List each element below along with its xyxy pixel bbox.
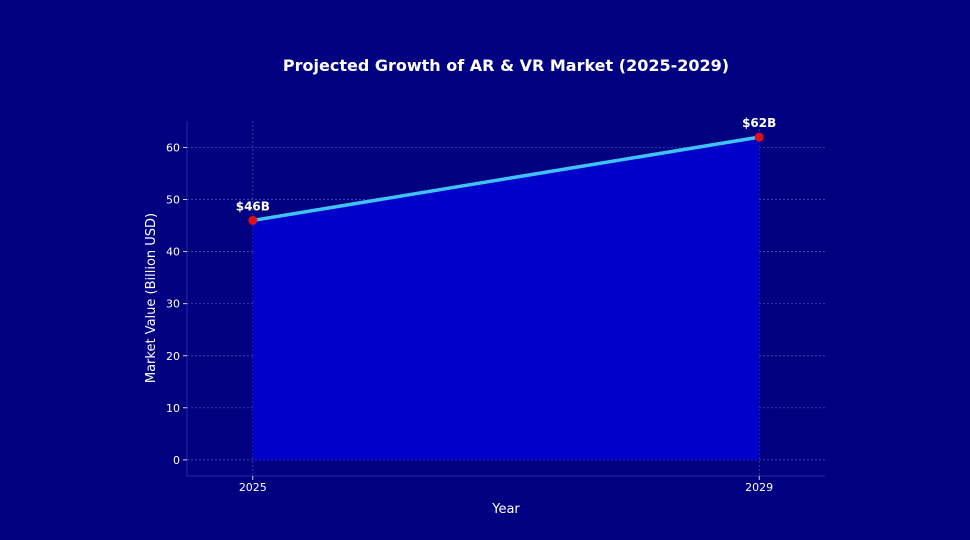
x-axis-label: Year [491,502,520,517]
y-tick-label-3: 30 [166,298,180,311]
data-point-0 [248,215,258,225]
y-axis-label: Market Value (Billion USD) [144,213,159,383]
y-tick-label-4: 40 [166,246,180,259]
x-tick-label-1: 2029 [745,481,773,494]
data-label-1: $62B [742,116,776,130]
x-tick-label-0: 2025 [239,481,267,494]
data-label-0: $46B [236,199,270,213]
y-tick-label-5: 50 [166,194,180,207]
y-tick-label-1: 10 [166,402,180,415]
area-fill [252,137,760,460]
series-line [251,135,761,223]
y-tick-label-6: 60 [166,142,180,155]
data-point-1 [754,132,764,142]
chart-title: Projected Growth of AR & VR Market (2025… [283,56,729,75]
y-tick-label-2: 20 [166,350,180,363]
y-tick-label-0: 0 [173,454,180,467]
